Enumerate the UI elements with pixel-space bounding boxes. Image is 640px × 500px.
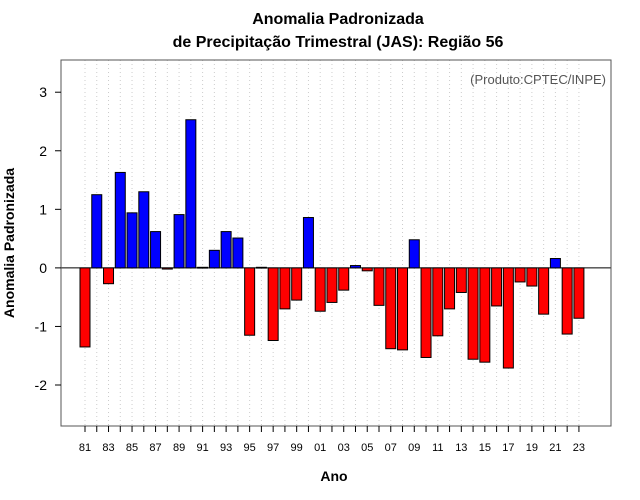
x-tick-label: 19 (526, 442, 538, 454)
bar-17 (502, 267, 514, 369)
bar-91 (197, 266, 209, 269)
x-tick-label: 83 (102, 442, 114, 454)
y-tick-label: 3 (39, 84, 47, 100)
y-tick-label: 0 (39, 260, 47, 276)
x-tick-label: 21 (549, 442, 561, 454)
x-tick-label: 11 (432, 442, 443, 454)
bar-86 (138, 191, 150, 269)
x-tick-label: 07 (385, 442, 397, 454)
bar-15 (479, 267, 491, 363)
bar-99 (291, 267, 303, 301)
bar-83 (103, 267, 115, 285)
bar-00 (302, 217, 314, 269)
x-tick-label: 15 (479, 442, 491, 454)
bar-81 (79, 267, 91, 348)
bar-20 (538, 267, 550, 315)
bar-16 (491, 267, 503, 307)
y-tick-label: -1 (35, 318, 48, 334)
x-tick-label: 97 (267, 442, 279, 454)
bar-14 (467, 267, 479, 360)
bar-09 (408, 239, 420, 269)
bar-series (79, 119, 585, 369)
bar-11 (432, 267, 444, 337)
bar-84 (114, 171, 126, 269)
y-axis-label: Anomalia Padronizada (1, 168, 17, 318)
x-tick-label: 93 (220, 442, 232, 454)
x-tick-label: 13 (455, 442, 467, 454)
plot-frame (60, 59, 612, 427)
bar-06 (373, 267, 385, 306)
bar-89 (173, 214, 185, 269)
bar-10 (420, 267, 432, 358)
bar-88 (161, 267, 173, 270)
bar-96 (255, 266, 267, 269)
x-tick-label: 81 (79, 442, 91, 454)
bar-03 (338, 267, 350, 291)
x-tick-label: 01 (314, 442, 326, 454)
bar-92 (208, 249, 220, 269)
bar-90 (185, 119, 197, 269)
bar-22 (561, 267, 573, 335)
credit-label: (Produto:CPTEC/INPE) (470, 72, 606, 87)
bar-19 (526, 267, 538, 287)
bar-04 (349, 265, 361, 269)
bar-21 (549, 258, 561, 269)
y-axis: -2 -1 0 1 2 3 (35, 84, 61, 393)
bar-02 (326, 267, 338, 303)
x-tick-label: 85 (126, 442, 138, 454)
x-tick-label: 87 (149, 442, 161, 454)
x-axis: 81 83 85 87 89 91 93 95 97 99 01 03 05 07 09 11 13 15 17 19… (79, 426, 585, 454)
x-tick-label: 23 (573, 442, 585, 454)
x-tick-label: 95 (244, 442, 256, 454)
y-tick-label: 2 (39, 143, 47, 159)
y-tick-label: 1 (39, 201, 47, 217)
bar-23 (573, 267, 585, 319)
bar-94 (232, 237, 244, 269)
x-tick-label: 99 (291, 442, 303, 454)
bar-82 (91, 194, 103, 269)
x-axis-label: Ano (320, 468, 347, 484)
bar-07 (385, 267, 397, 350)
x-tick-label: 17 (502, 442, 514, 454)
bar-12 (444, 267, 456, 310)
x-tick-label: 03 (338, 442, 350, 454)
bar-05 (361, 267, 373, 272)
bar-13 (455, 267, 467, 293)
bar-18 (514, 267, 526, 283)
x-tick-label: 91 (196, 442, 208, 454)
bar-97 (267, 267, 279, 342)
y-tick-label: -2 (35, 377, 48, 393)
bar-85 (126, 212, 138, 269)
bar-08 (397, 267, 409, 351)
bar-93 (220, 231, 232, 269)
bar-98 (279, 267, 291, 310)
x-tick-label: 89 (173, 442, 185, 454)
chart-title-line2: de Precipitação Trimestral (JAS): Região… (173, 34, 504, 51)
chart-title-line1: Anomalia Padronizada (252, 11, 424, 28)
x-tick-label: 05 (361, 442, 373, 454)
bar-01 (314, 267, 326, 312)
bar-87 (150, 231, 162, 269)
x-tick-label: 09 (408, 442, 420, 454)
bar-95 (244, 267, 256, 336)
